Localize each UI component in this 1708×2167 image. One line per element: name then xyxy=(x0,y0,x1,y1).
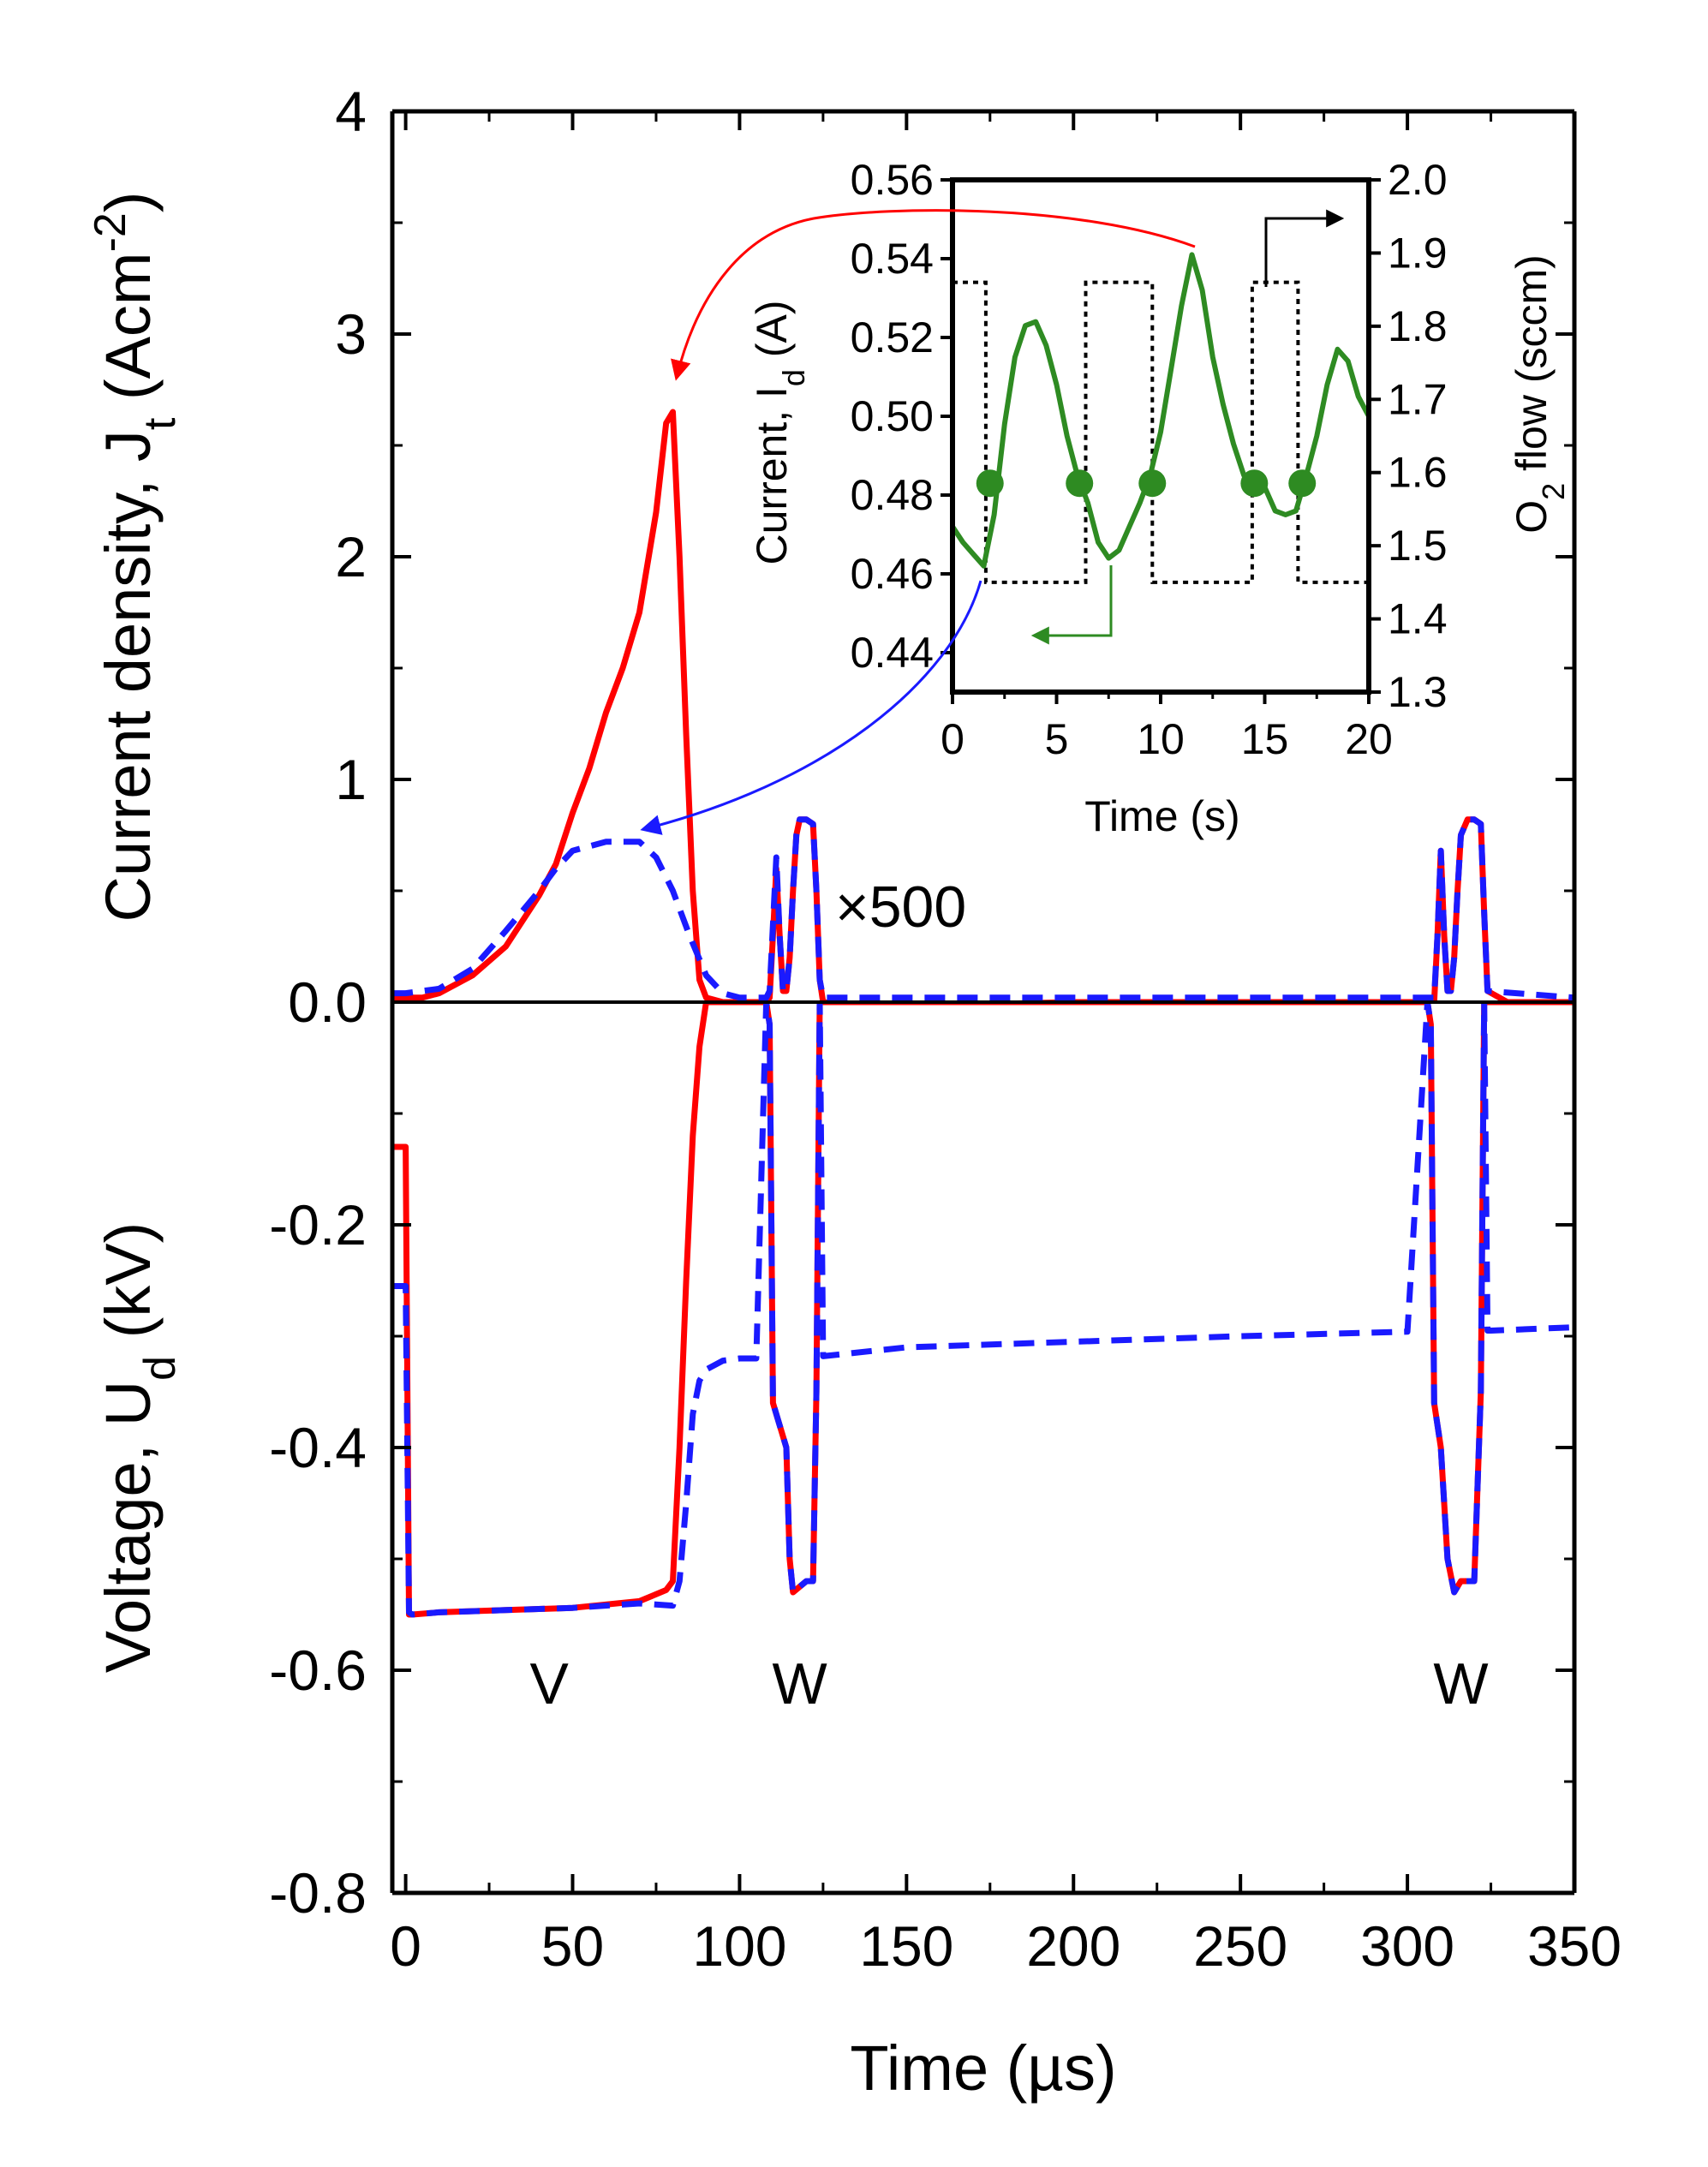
discharge-current-series xyxy=(950,252,1371,569)
inset-right-tick-label: 1.9 xyxy=(1388,229,1448,277)
x-tick-label: 250 xyxy=(1193,1914,1287,1978)
inset-x-tick-label: 20 xyxy=(1345,715,1393,763)
inset-x-tick-label: 15 xyxy=(1241,715,1289,763)
top-y-tick-label: 2 xyxy=(335,525,367,588)
region-label: W xyxy=(772,1651,827,1716)
main-axes xyxy=(390,109,1577,1895)
x-tick-label: 300 xyxy=(1360,1914,1454,1978)
bottom-y-tick-label: -0.8 xyxy=(269,1861,367,1925)
x-tick-label: 350 xyxy=(1527,1914,1621,1978)
sampling-point-marker xyxy=(1066,469,1094,498)
bottom-y-tick-label: 0.0 xyxy=(288,970,367,1034)
x-tick-label: 0 xyxy=(390,1914,421,1978)
scale-annotation: ×500 xyxy=(835,875,966,940)
top-panel-plot-area xyxy=(392,409,1574,1002)
top-y-tick-label: 1 xyxy=(335,748,367,811)
sampling-point-marker xyxy=(1288,469,1317,498)
x-tick-label: 100 xyxy=(692,1914,786,1978)
inset-right-tick-label: 1.6 xyxy=(1388,449,1448,497)
inset-right-y-axis-label: O2 flow (sccm) xyxy=(1508,254,1571,534)
inset-left-tick-label: 0.44 xyxy=(851,629,934,677)
main-tick-labels: 0 50 100 150 200 250 300 35012340.0-0.2-0.4-0.6… xyxy=(269,80,1621,1978)
inset-left-tick-label: 0.50 xyxy=(851,392,934,440)
inset-left-tick-label: 0.54 xyxy=(851,235,934,283)
inset-right-tick-label: 1.5 xyxy=(1388,522,1448,570)
inset-left-tick-label: 0.56 xyxy=(851,156,934,204)
black-axis-indicator-arrow xyxy=(1264,209,1345,287)
top-y-tick-label: 3 xyxy=(335,302,367,366)
inset-chart: 0 5 10 15 20 0.56 0.54 0.52 0.50 0.48 0.46 0.44 2.0 1… xyxy=(851,156,1448,763)
sampling-point-marker xyxy=(976,469,1004,498)
top-panel-y-axis-label: Current density, Jt (Acm-2) xyxy=(86,192,185,922)
o2-flow-series xyxy=(953,280,1369,584)
inset-x-tick-label: 0 xyxy=(941,715,964,763)
red-connector-arrow xyxy=(671,209,1196,381)
inset-left-y-axis-label: Current, Id (A) xyxy=(748,301,811,565)
inset-right-tick-label: 1.8 xyxy=(1388,302,1448,350)
inset-right-tick-label: 2.0 xyxy=(1388,156,1448,204)
inset-left-tick-label: 0.52 xyxy=(851,313,934,361)
bottom-panel-plot-area xyxy=(392,1002,1574,1618)
sampling-point-marker xyxy=(1240,469,1269,498)
inset-x-axis-label: Time (s) xyxy=(1084,792,1239,840)
bottom-y-tick-label: -0.4 xyxy=(269,1416,367,1479)
green-axis-indicator-arrow xyxy=(1030,565,1113,645)
x-tick-label: 50 xyxy=(541,1914,604,1978)
blue-connector-arrow xyxy=(640,580,982,835)
bottom-y-tick-label: -0.2 xyxy=(269,1193,367,1257)
bottom-panel-y-axis-label: Voltage, Ud (kV) xyxy=(93,1222,185,1674)
inset-right-tick-label: 1.4 xyxy=(1388,595,1448,643)
x-tick-label: 150 xyxy=(859,1914,953,1978)
inset-right-tick-label: 1.7 xyxy=(1388,375,1448,423)
inset-right-tick-label: 1.3 xyxy=(1388,668,1448,716)
x-axis-label: Time (µs) xyxy=(850,2033,1116,2104)
x-tick-label: 200 xyxy=(1026,1914,1120,1978)
bottom-y-tick-label: -0.6 xyxy=(269,1639,367,1702)
current-density-blue-series xyxy=(392,816,1574,1001)
inset-left-tick-label: 0.46 xyxy=(851,550,934,598)
voltage-blue-series xyxy=(392,1002,1574,1618)
top-y-tick-label: 4 xyxy=(335,80,367,143)
voltage-red-series xyxy=(392,1002,1574,1618)
inset-x-tick-label: 5 xyxy=(1045,715,1069,763)
region-label: W xyxy=(1433,1651,1488,1716)
sampling-point-marker xyxy=(1138,469,1167,498)
region-label: V xyxy=(530,1651,570,1716)
inset-x-tick-label: 10 xyxy=(1137,715,1185,763)
inset-left-tick-label: 0.48 xyxy=(851,471,934,519)
